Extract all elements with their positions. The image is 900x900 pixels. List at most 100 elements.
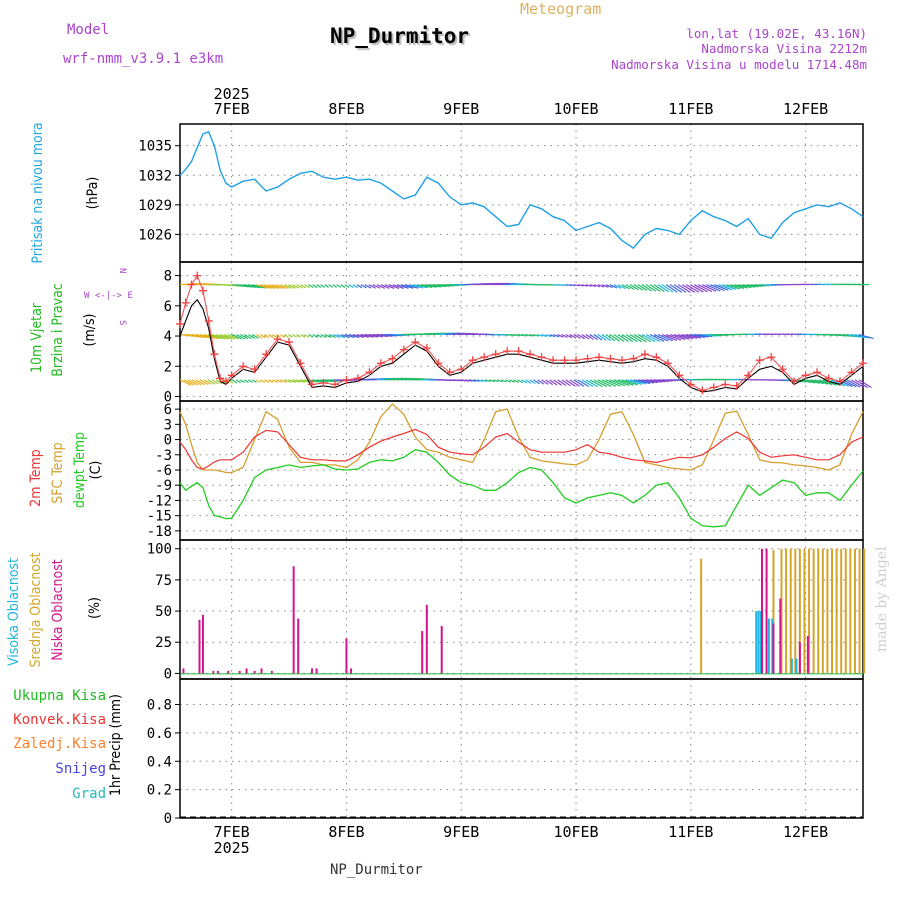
wind-arrow (308, 284, 314, 289)
cloud-low-bar (198, 619, 201, 674)
wind-arrow (243, 379, 249, 384)
wind-arrow (529, 379, 536, 384)
wind-arrow (557, 333, 564, 338)
wind-arrow (256, 379, 261, 383)
wind-arrow (360, 333, 374, 338)
y-tick-label: -12 (147, 493, 172, 509)
wind-arrow (284, 334, 289, 338)
wind-arrow (360, 284, 367, 289)
wind-arrow (340, 284, 346, 288)
cloud-high-bar (790, 658, 793, 674)
wind-arrow (372, 284, 381, 289)
cloud-mid-bar (826, 548, 829, 674)
wind-arrow (698, 284, 713, 293)
wind-arrow (235, 379, 241, 384)
wind-arrow (296, 284, 303, 289)
wind-gust-marker (239, 362, 248, 371)
wind-arrow (693, 284, 708, 293)
cloud-mid-bar (812, 548, 815, 674)
cloud-low-bar (779, 598, 782, 674)
y-tick-label: 0 (164, 666, 172, 682)
wind-arrow (637, 379, 655, 384)
cloud-mid-bar (849, 548, 852, 674)
wind-arrow (718, 284, 733, 291)
wind-arrow (850, 379, 865, 388)
footer-station: NP_Durmitor (330, 862, 423, 878)
cloud-mid-bar (835, 548, 838, 674)
wind-arrow (657, 333, 673, 342)
wind-arrow (597, 284, 605, 288)
wind-arrow (605, 284, 613, 289)
wind-arrow (549, 333, 556, 338)
wind-arrow (308, 334, 314, 338)
cloud-mid-bar (853, 548, 856, 674)
wind-arrow (593, 379, 608, 388)
wind-arrow (549, 379, 558, 386)
y-tick-label: 1032 (138, 168, 172, 184)
wind-arrow (284, 379, 292, 383)
wind-arrow (211, 333, 226, 340)
wind-arrow (505, 379, 511, 383)
wind-arrow (657, 284, 669, 293)
wind-gust-marker (210, 350, 219, 359)
y-tick-label: 50 (155, 604, 172, 620)
date-label-bottom: 10FEB (553, 823, 598, 841)
wind-arrow (404, 284, 419, 289)
cloud-mid-bar (840, 548, 843, 674)
wind-arrow (641, 333, 656, 343)
wind-arrow (593, 284, 601, 288)
wind-gust-marker (606, 354, 615, 363)
wind-arrow (348, 284, 354, 289)
wind-arrow (396, 284, 409, 289)
wind-arrow (336, 284, 342, 288)
cloud-low-bar (311, 668, 314, 674)
wind-arrow (368, 333, 384, 338)
wind-gust-marker (480, 353, 489, 362)
wind-gust-marker (663, 359, 672, 368)
wind-arrow (613, 334, 625, 342)
wind-arrow (521, 379, 528, 384)
wind-arrow (199, 333, 216, 339)
wind-arrow (256, 284, 270, 289)
year-label-top: 2025 (214, 85, 250, 103)
cloud-low-bar (425, 604, 428, 674)
cloud-low-bar (345, 638, 348, 674)
wind-arrow (589, 334, 599, 341)
wind-arrow (734, 284, 748, 289)
wind-arrow (577, 334, 586, 340)
wind-arrow (802, 379, 816, 384)
wind-gust-marker (221, 377, 230, 386)
wind-gust-marker (686, 380, 695, 389)
wind-arrow (231, 379, 238, 384)
wind-arrow (830, 379, 845, 387)
wind-arrow (613, 284, 622, 289)
wind-arrow (268, 379, 274, 383)
wind-arrow (686, 333, 702, 339)
wind-arrow (352, 284, 358, 289)
wind-gust-marker (250, 365, 259, 374)
wind-arrow (517, 379, 524, 384)
wind-arrow (629, 379, 647, 385)
wind-ylabel-2: Brzina i Pravac (50, 283, 66, 377)
pressure-ylabel: Pritisak na nivou mora (30, 122, 46, 263)
pressure-line (179, 131, 864, 250)
wind-arrow (332, 333, 341, 339)
wind-arrow (195, 379, 205, 386)
wind-gust-marker (319, 378, 328, 387)
wind-arrow (609, 334, 620, 342)
wind-arrow (629, 284, 639, 291)
wind-arrow (633, 334, 647, 343)
wind-arrow (340, 333, 350, 339)
wind-gust-marker (594, 353, 603, 362)
cloud-low-bar (798, 642, 801, 674)
wind-gust-marker (342, 375, 351, 384)
y-tick-label: 0.8 (147, 698, 172, 714)
wind-arrow (264, 334, 270, 339)
wind-arrow (537, 379, 545, 385)
wind-arrow (268, 334, 274, 339)
cloud-mid-ylabel: Srednja Oblacnost (28, 552, 44, 667)
y-tick-label: 0.6 (147, 726, 172, 742)
wind-arrow (300, 284, 307, 289)
station-title: NP_Durmitor (330, 24, 469, 48)
y-tick-label: -18 (147, 524, 172, 540)
